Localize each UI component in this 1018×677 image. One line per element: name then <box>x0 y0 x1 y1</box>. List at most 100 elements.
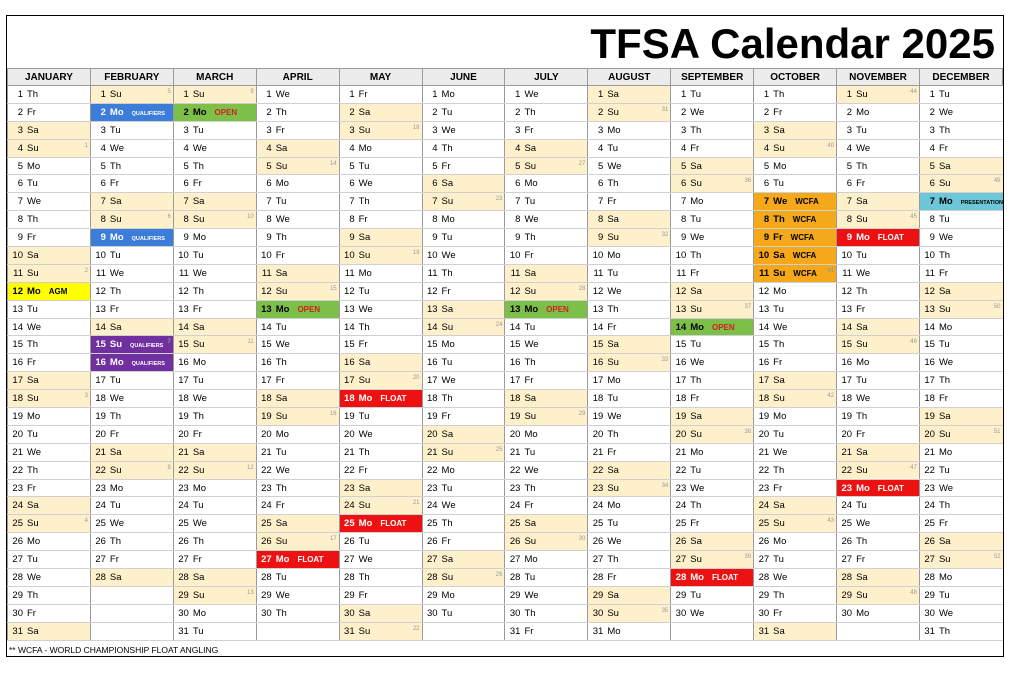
day-number: 19 <box>758 410 770 422</box>
event-cell[interactable]: 10 Sa WCFA <box>753 246 837 265</box>
day-number: 9 <box>349 232 355 244</box>
day-number: 20 <box>12 428 23 440</box>
event-cell[interactable]: 18 Mo FLOAT <box>338 389 423 409</box>
day-cell: 18 Su 3 <box>7 389 91 409</box>
weekday-abbr: Tu <box>773 303 784 315</box>
weekday-abbr: Mo <box>109 232 124 244</box>
weekday-abbr: Fr <box>856 303 866 315</box>
day-cell: 22 Su 47 <box>836 460 920 480</box>
day-cell: 29 We <box>255 585 340 605</box>
day-number: 5 <box>349 160 355 172</box>
day-number: 14 <box>841 321 853 333</box>
day-cell: 4 Sa <box>504 138 588 158</box>
day-number: 12 <box>12 285 23 297</box>
weekday-abbr: Su <box>27 393 39 405</box>
day-cell: 29 Sa <box>587 585 671 605</box>
day-number: 19 <box>261 410 272 422</box>
weekday-abbr: Fr <box>358 339 368 351</box>
event-cell[interactable]: 7 We WCFA <box>753 192 837 212</box>
day-number: 22 <box>178 464 189 476</box>
week-number: 19 <box>412 250 420 257</box>
day-cell: 22 Th <box>753 460 837 480</box>
weekday-abbr: Mo <box>938 571 953 583</box>
week-number: 1 <box>84 142 88 149</box>
event-cell[interactable]: 13 Mo OPEN <box>504 299 588 319</box>
day-number: 31 <box>758 625 770 637</box>
day-cell: 24 Mo <box>587 496 671 516</box>
event-cell[interactable]: 16 Mo QUALIFIERS <box>89 353 174 373</box>
weekday-abbr: Su <box>192 214 205 226</box>
weekday-abbr: Fr <box>358 589 368 601</box>
day-cell: 27 Mo <box>504 550 588 570</box>
day-number: 10 <box>758 249 770 261</box>
day-number: 10 <box>12 249 23 261</box>
event-cell[interactable]: 7 Mo PRESENTATION <box>918 192 1003 212</box>
day-number: 26 <box>12 536 23 548</box>
day-cell: 21 Sa <box>836 442 920 462</box>
weekday-abbr: Sa <box>856 571 868 583</box>
day-cell: 12 We <box>587 281 671 301</box>
weekday-abbr: Th <box>109 285 121 297</box>
day-number: 7 <box>598 196 604 208</box>
weekday-abbr: Mo <box>358 393 373 405</box>
event-cell[interactable]: 13 Mo OPEN <box>255 299 340 319</box>
event-cell[interactable]: 15 Su QUALIFIERS 7 <box>89 335 174 355</box>
weekday-abbr: Mo <box>192 232 207 244</box>
day-number: 15 <box>344 339 355 351</box>
day-number: 28 <box>261 571 272 583</box>
event-cell[interactable]: 2 Mo OPEN <box>172 102 257 122</box>
event-cell[interactable]: 11 Su WCFA 41 <box>753 263 837 283</box>
day-number: 2 <box>17 106 23 118</box>
day-number: 28 <box>344 571 355 583</box>
day-number: 26 <box>261 536 272 548</box>
day-cell: 6 Th <box>587 174 671 194</box>
weekday-abbr: We <box>275 339 290 351</box>
event-cell[interactable]: 2 Mo QUALIFIERS <box>89 102 174 122</box>
day-cell: 30 Fr <box>7 603 91 623</box>
weekday-abbr: Th <box>275 106 287 118</box>
weekday-abbr: Th <box>109 410 121 422</box>
day-cell: 10 Fr <box>255 246 340 265</box>
day-cell: 2 We <box>918 102 1003 122</box>
day-row: 18 Su 3 18 We 18 We 18 Sa 18 Mo FLOAT 18 Th 18 Sa 18 Tu 18… <box>7 389 1003 409</box>
weekday-abbr: We <box>192 142 207 154</box>
event-cell[interactable]: 28 Mo FLOAT <box>670 568 754 587</box>
event-cell[interactable]: 27 Mo FLOAT <box>255 550 340 570</box>
day-number: 21 <box>592 446 604 458</box>
day-cell: 19 Tu <box>338 407 423 426</box>
event-cell[interactable]: 9 Mo FLOAT <box>836 228 920 248</box>
day-cell: 2 Su 31 <box>587 102 671 122</box>
day-number: 27 <box>261 554 272 566</box>
day-cell: 13 Tu <box>753 299 837 319</box>
day-number: 17 <box>509 375 521 387</box>
day-number: 16 <box>95 357 106 369</box>
day-number: 7 <box>432 196 438 208</box>
day-number: 20 <box>344 428 355 440</box>
day-number: 31 <box>344 625 355 637</box>
event-cell[interactable]: 8 Th WCFA <box>753 210 837 230</box>
day-cell: 26 Fr <box>421 532 505 552</box>
event-cell[interactable]: 25 Mo FLOAT <box>338 514 423 534</box>
weekday-abbr: Sa <box>275 267 288 279</box>
day-row: 15 Th 15 Su QUALIFIERS 7 15 Su 11 15 We 15 Fr 15 Mo 15 W… <box>7 335 1003 355</box>
day-number: 24 <box>426 500 438 512</box>
weekday-abbr: We <box>275 88 290 100</box>
weekday-abbr: Mo <box>109 482 124 494</box>
day-number: 8 <box>432 214 438 226</box>
day-number: 6 <box>432 178 438 190</box>
weekday-abbr: Sa <box>773 500 785 512</box>
day-number: 1 <box>763 88 770 100</box>
day-cell: 2 We <box>670 102 754 122</box>
day-cell: 4 We <box>172 138 257 158</box>
day-number: 19 <box>924 410 935 422</box>
week-number: 4 <box>84 518 88 525</box>
weekday-abbr: Fr <box>524 375 534 387</box>
event-cell[interactable]: 9 Fr WCFA <box>753 228 837 248</box>
event-cell[interactable]: 12 Mo AGM <box>7 281 91 301</box>
weekday-abbr: Sa <box>524 142 537 154</box>
weekday-abbr: Su <box>856 214 868 226</box>
event-cell[interactable]: 9 Mo QUALIFIERS <box>89 228 174 248</box>
event-cell[interactable]: 23 Mo FLOAT <box>836 478 920 498</box>
weekday-abbr: Tu <box>109 124 121 136</box>
event-cell[interactable]: 14 Mo OPEN <box>670 317 754 337</box>
